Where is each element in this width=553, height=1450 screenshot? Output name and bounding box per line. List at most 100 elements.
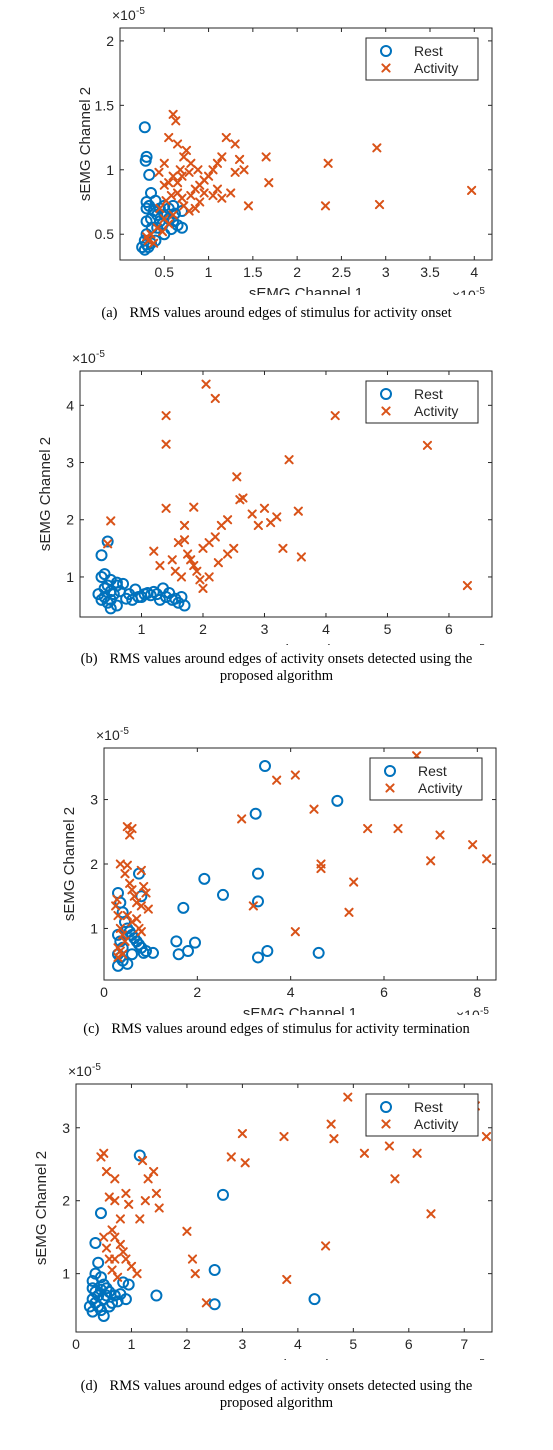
y-tick-label: 3 <box>66 455 74 471</box>
x-axis-label: sEMG Channel 1 <box>243 1005 357 1015</box>
x-axis-label: sEMG Channel 1 <box>249 285 363 295</box>
activity-point <box>213 558 223 568</box>
legend-box <box>365 380 479 424</box>
activity-point <box>112 894 122 905</box>
legend-marker <box>380 1101 392 1113</box>
rest-point <box>133 1149 146 1162</box>
activity-point <box>198 583 208 593</box>
legend-box <box>365 37 479 81</box>
activity-point <box>482 854 492 864</box>
activity-point <box>343 1092 353 1102</box>
activity-point <box>239 165 249 175</box>
activity-point <box>237 1129 247 1139</box>
caption-text-line2: proposed algorithm <box>219 668 334 684</box>
x-axis-label: sEMG Channel 1 <box>227 1357 341 1360</box>
activity-point <box>330 411 340 421</box>
activity-point <box>279 1131 289 1142</box>
activity-point <box>222 515 233 525</box>
rest-point <box>94 1207 107 1220</box>
activity-point <box>462 580 473 591</box>
activity-point <box>136 901 146 911</box>
activity-point <box>113 910 123 921</box>
x-tick-label: 6 <box>445 621 453 637</box>
activity-point <box>221 132 231 143</box>
caption-label: (a) <box>101 305 118 321</box>
activity-point <box>118 930 128 940</box>
y-exponent-power: -5 <box>96 349 105 360</box>
x-tick-label: 5 <box>349 1336 357 1352</box>
y-tick-label: 4 <box>66 397 74 413</box>
activity-point <box>282 1274 292 1285</box>
activity-point <box>157 227 168 237</box>
activity-point <box>210 393 220 404</box>
activity-point <box>222 549 233 559</box>
y-exponent-power: -5 <box>120 726 129 737</box>
caption-d: (d) RMS values around edges of activity o… <box>0 1378 553 1412</box>
activity-point <box>179 152 189 162</box>
y-tick-label: 2 <box>62 1193 70 1209</box>
rest-point <box>167 199 180 212</box>
rest-point <box>182 945 194 957</box>
caption-b: (b) RMS values around edges of activity o… <box>0 651 553 685</box>
y-axis-label: sEMG Channel 2 <box>33 1151 50 1265</box>
activity-point <box>154 1203 164 1213</box>
activity-point <box>103 539 113 549</box>
activity-point <box>173 538 183 548</box>
caption-label: (c) <box>83 1021 100 1037</box>
x-exponent-base: ×10 <box>452 287 476 295</box>
rest-point <box>217 888 229 901</box>
y-axis-label: sEMG Channel 2 <box>61 807 78 921</box>
activity-point <box>204 572 214 582</box>
activity-point <box>195 575 205 585</box>
x-tick-label: 4 <box>287 984 295 1000</box>
activity-point <box>181 145 192 156</box>
y-tick-label: 0.5 <box>95 226 115 242</box>
rest-point <box>150 1289 163 1302</box>
caption-text: RMS values around edges of activity onse… <box>109 651 473 667</box>
activity-point <box>168 210 178 220</box>
x-tick-label: 0 <box>100 984 108 1000</box>
rest-point <box>126 948 138 961</box>
rest-point <box>136 241 149 254</box>
rest-point <box>137 946 150 959</box>
caption-label: (d) <box>80 1378 98 1394</box>
activity-point <box>159 158 169 168</box>
rest-point <box>95 593 108 606</box>
activity-point <box>208 165 218 175</box>
activity-point <box>96 1152 106 1162</box>
x-tick-label: 1 <box>205 264 213 280</box>
legend-marker <box>385 783 395 793</box>
activity-point <box>186 190 196 201</box>
activity-point <box>186 158 196 168</box>
activity-point <box>146 229 156 239</box>
x-tick-label: 0.5 <box>155 264 175 280</box>
activity-point <box>132 914 142 924</box>
activity-point <box>217 193 227 203</box>
activity-point <box>240 1158 250 1168</box>
legend-label: Rest <box>418 763 447 779</box>
activity-point <box>201 1298 211 1308</box>
rest-point <box>83 1300 96 1313</box>
activity-point <box>135 1214 145 1224</box>
activity-point <box>172 178 183 188</box>
rest-point <box>170 935 183 948</box>
rest-point <box>331 794 344 807</box>
rest-point <box>175 590 188 603</box>
activity-point <box>278 543 288 553</box>
activity-point <box>110 1254 120 1264</box>
rest-point <box>95 549 108 562</box>
y-tick-label: 1 <box>106 162 114 178</box>
activity-point <box>113 1272 123 1282</box>
rest-point <box>111 1295 124 1308</box>
activity-point <box>226 1152 236 1162</box>
rest-point <box>89 1237 102 1250</box>
rest-point <box>108 1289 121 1302</box>
x-exponent-base: ×10 <box>456 1007 480 1015</box>
rest-point <box>158 199 171 212</box>
activity-point <box>113 952 123 963</box>
activity-point <box>161 503 171 513</box>
activity-point <box>154 167 164 177</box>
activity-point <box>121 1254 131 1264</box>
